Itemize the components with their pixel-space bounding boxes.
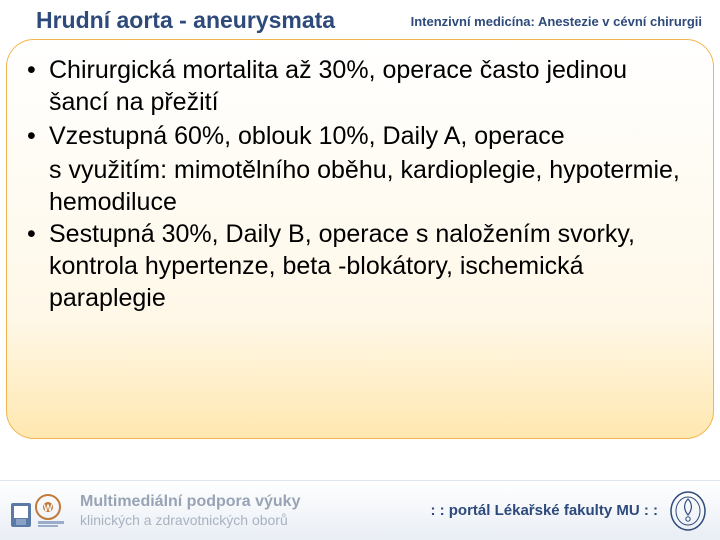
footer-line2: klinických a zdravotnických oborů: [80, 512, 300, 528]
footer-right: : : portál Lékařské fakulty MU : :: [430, 489, 708, 533]
bullet-text: Sestupná 30%, Daily B, operace s naložen…: [49, 220, 635, 312]
bullet-list: Chirurgická mortalita až 30%, operace ča…: [27, 54, 693, 152]
bullet-item: Chirurgická mortalita až 30%, operace ča…: [27, 54, 693, 118]
bullet-subtext: s využitím: mimotělního oběhu, kardiople…: [27, 154, 693, 218]
footer-left: W Multimediální podpora výuky klinických…: [8, 489, 430, 533]
bullet-item: Sestupná 30%, Daily B, operace s naložen…: [27, 218, 693, 314]
slide-header: Hrudní aorta - aneurysmata Intenzivní me…: [0, 0, 720, 35]
bullet-text: Chirurgická mortalita až 30%, operace ča…: [49, 56, 627, 116]
footer-line1: Multimediální podpora výuky: [80, 493, 300, 511]
slide-footer: W Multimediální podpora výuky klinických…: [0, 480, 720, 540]
content-panel: Chirurgická mortalita až 30%, operace ča…: [6, 39, 714, 439]
svg-text:W: W: [44, 503, 53, 513]
slide-title: Hrudní aorta - aneurysmata: [36, 6, 335, 35]
slide-subtitle: Intenzivní medicína: Anestezie v cévní c…: [411, 6, 702, 29]
footer-text-block: Multimediální podpora výuky klinických a…: [80, 493, 300, 527]
multimedia-logo-icon: W: [8, 489, 70, 533]
mu-seal-icon: [668, 489, 708, 533]
portal-label: : : portál Lékařské fakulty MU : :: [430, 502, 658, 519]
bullet-text: Vzestupná 60%, oblouk 10%, Daily A, oper…: [49, 122, 565, 150]
bullet-item: Vzestupná 60%, oblouk 10%, Daily A, oper…: [27, 120, 693, 152]
bullet-list: Sestupná 30%, Daily B, operace s naložen…: [27, 218, 693, 314]
